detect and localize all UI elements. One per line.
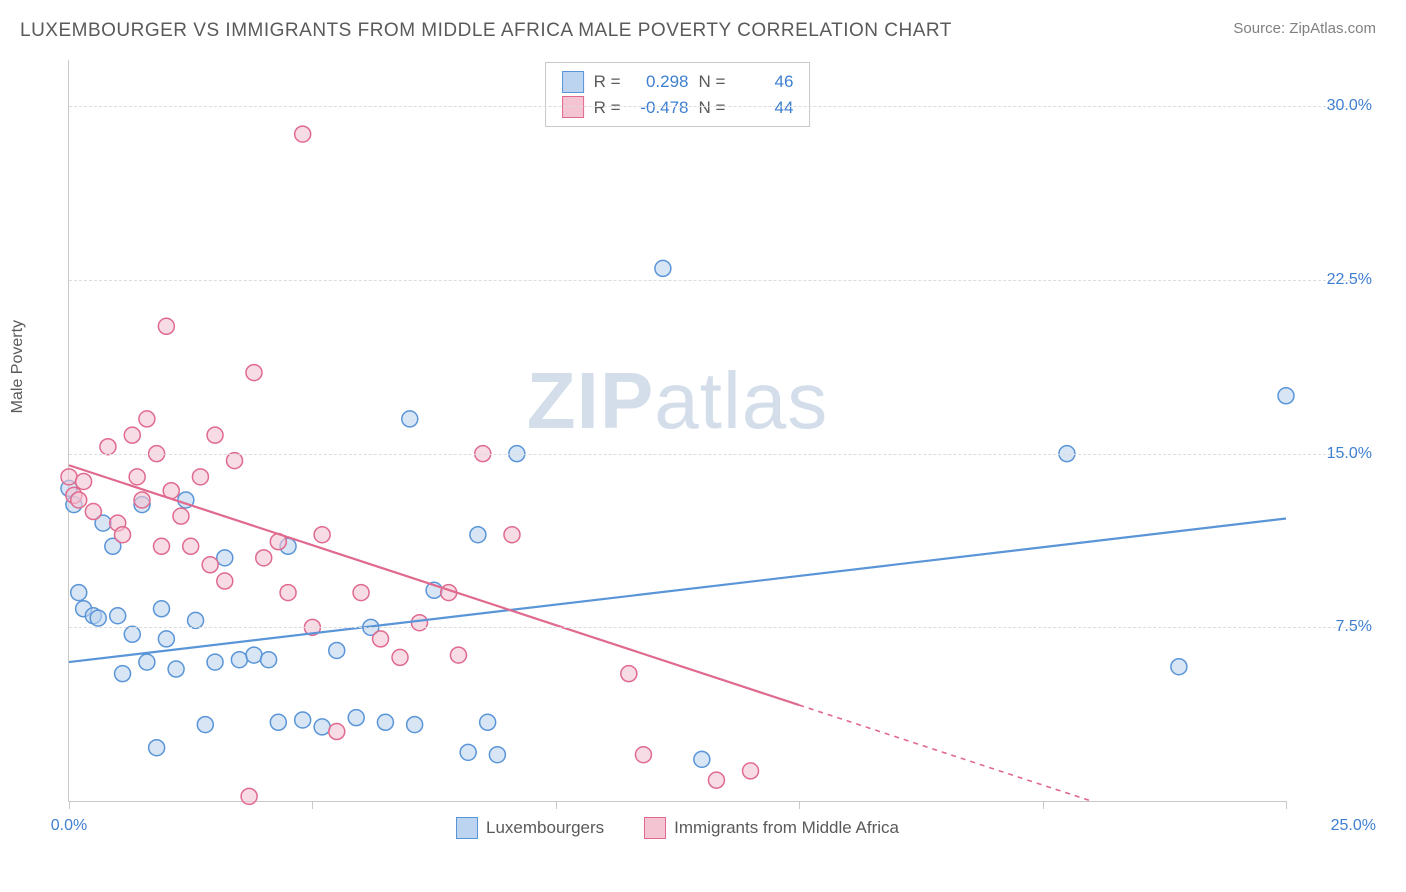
source-attribution: Source: ZipAtlas.com	[1233, 20, 1376, 37]
header: LUXEMBOURGER VS IMMIGRANTS FROM MIDDLE A…	[0, 0, 1406, 52]
legend-swatch-pink	[644, 817, 666, 839]
legend-label-1: Luxembourgers	[486, 818, 604, 838]
legend-item-2: Immigrants from Middle Africa	[644, 817, 899, 839]
chart-title: LUXEMBOURGER VS IMMIGRANTS FROM MIDDLE A…	[20, 20, 952, 42]
y-tick-label: 22.5%	[1327, 271, 1372, 289]
source-link[interactable]: ZipAtlas.com	[1289, 20, 1376, 37]
legend-item-1: Luxembourgers	[456, 817, 604, 839]
y-axis-label: Male Poverty	[9, 320, 27, 413]
legend-swatch-blue	[456, 817, 478, 839]
scatter-svg	[69, 60, 1286, 801]
y-tick-label: 15.0%	[1327, 445, 1372, 463]
y-tick-label: 30.0%	[1327, 97, 1372, 115]
x-tick-label-min: 0.0%	[51, 817, 87, 835]
y-tick-label: 7.5%	[1336, 618, 1372, 636]
plot-area: ZIPatlas R = 0.298 N = 46 R = -0.478 N =…	[68, 60, 1286, 802]
x-tick-label-max: 25.0%	[1331, 817, 1376, 835]
source-prefix: Source:	[1233, 20, 1289, 37]
chart-container: Male Poverty ZIPatlas R = 0.298 N = 46 R…	[50, 60, 1376, 842]
legend-label-2: Immigrants from Middle Africa	[674, 818, 899, 838]
bottom-legend: Luxembourgers Immigrants from Middle Afr…	[69, 817, 1286, 839]
